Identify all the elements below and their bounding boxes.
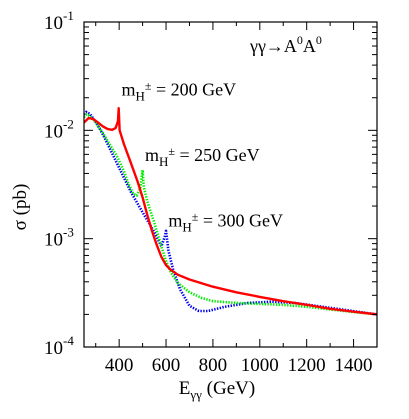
y-tick-label--1: 10-1 xyxy=(44,8,74,34)
annotation-mass-2: mH± = 300 GeV xyxy=(168,209,283,234)
x-tick-label-1200: 1200 xyxy=(288,355,326,376)
y-tick-label--2: 10-2 xyxy=(44,116,74,142)
x-tick-label-600: 600 xyxy=(152,355,181,376)
x-tick-label-1400: 1400 xyxy=(335,355,373,376)
y-axis-label: σ (pb) xyxy=(10,184,31,231)
labels-layer: 400 600 800 1000 1200 1400 10-1 10-2 10-3 10-4 mH±… xyxy=(44,8,373,376)
annotation-mass-1: mH± = 250 GeV xyxy=(145,144,260,169)
curves-layer xyxy=(84,107,377,316)
annotation-mass-0: mH± = 200 GeV xyxy=(122,78,237,103)
x-tick-label-400: 400 xyxy=(105,355,134,376)
y-tick-label--3: 10-3 xyxy=(44,225,74,251)
series-line-0 xyxy=(84,107,377,316)
x-tick-label-800: 800 xyxy=(199,355,228,376)
series-line-1 xyxy=(84,113,377,316)
x-tick-label-1000: 1000 xyxy=(241,355,279,376)
y-tick-label--4: 10-4 xyxy=(44,333,74,359)
plot-frame xyxy=(83,21,378,348)
ticks-layer xyxy=(84,21,378,348)
process-label: γγ→A0A0 xyxy=(249,33,322,56)
x-axis-label: Eγγ (GeV) xyxy=(179,378,255,402)
